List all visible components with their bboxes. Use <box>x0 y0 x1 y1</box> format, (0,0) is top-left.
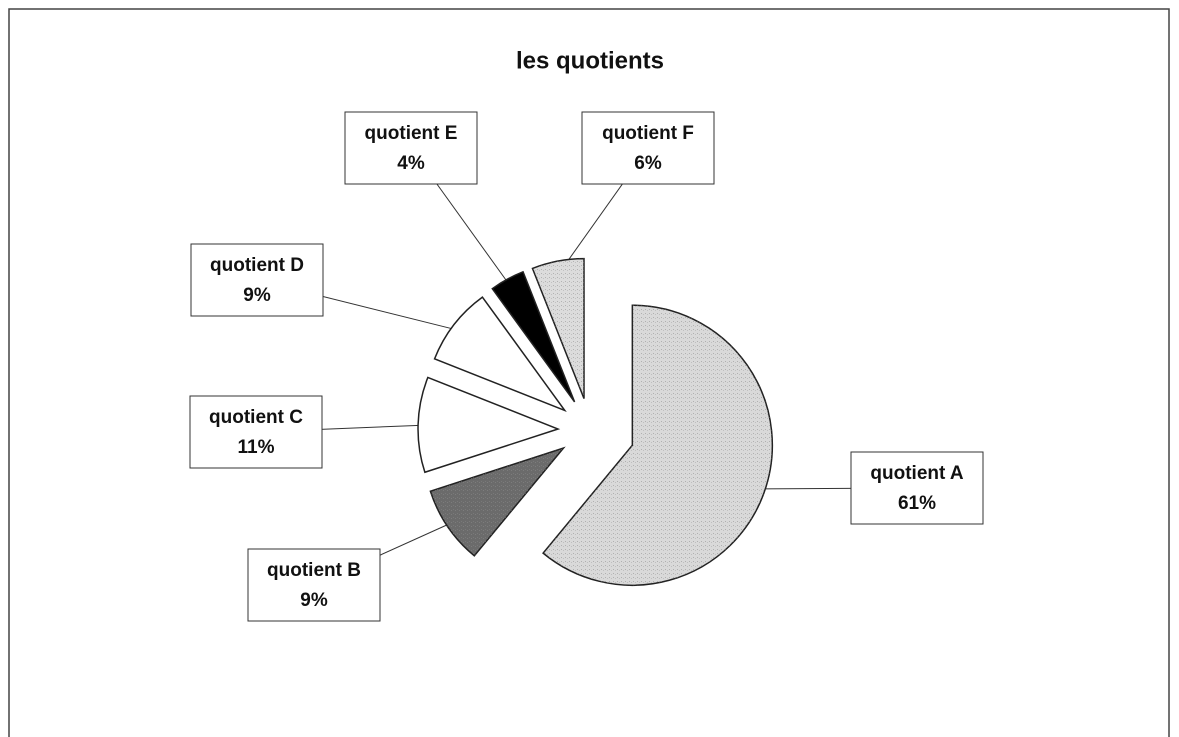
slice-texture <box>532 258 585 399</box>
label-value: 11% <box>238 437 275 458</box>
data-label: quotient D 9% <box>190 243 324 317</box>
label-name: quotient A <box>870 463 963 484</box>
label-value: 61% <box>898 493 936 514</box>
label-box <box>190 243 324 317</box>
label-name: quotient E <box>365 123 458 144</box>
label-name: quotient F <box>602 123 694 144</box>
data-label: quotient C 11% <box>189 395 323 469</box>
chart-title: les quotients <box>516 47 664 74</box>
label-name: quotient D <box>210 255 304 276</box>
label-box <box>344 111 478 185</box>
label-value: 4% <box>397 153 425 174</box>
label-box <box>247 548 381 622</box>
pie-slice <box>417 376 561 474</box>
pie-slice <box>491 270 576 403</box>
slice-texture <box>430 447 564 556</box>
label-box <box>189 395 323 469</box>
data-label: quotient B 9% <box>247 548 381 622</box>
label-name: quotient C <box>209 407 303 428</box>
label-box <box>581 111 715 185</box>
pie-slice <box>433 296 567 413</box>
data-label: quotient F 6% <box>581 111 715 185</box>
data-label: quotient A 61% <box>850 451 984 525</box>
data-label: quotient E 4% <box>344 111 478 185</box>
slice-texture <box>543 305 773 586</box>
label-value: 6% <box>634 153 662 174</box>
label-box <box>850 451 984 525</box>
label-value: 9% <box>243 285 271 306</box>
label-value: 9% <box>300 590 328 611</box>
label-name: quotient B <box>267 560 361 581</box>
